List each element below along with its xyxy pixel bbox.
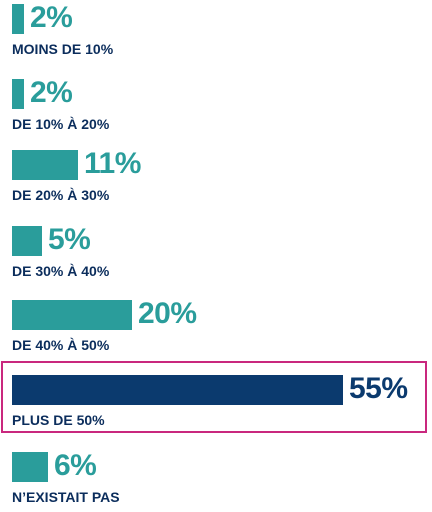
bar [12,4,24,34]
bar-row: 6% N’EXISTAIT PAS [0,449,432,512]
value-label: 20% [138,297,197,330]
value-label: 2% [30,76,73,109]
bar [12,226,42,256]
category-label: DE 20% À 30% [12,187,110,203]
value-label: 6% [54,449,97,482]
bar [12,452,48,482]
category-label: PLUS DE 50% [12,412,105,428]
bar-row: 5% DE 30% À 40% [0,223,432,286]
bar-row: 11% DE 20% À 30% [0,147,432,210]
highlight-frame [1,361,427,433]
value-label: 11% [84,147,141,180]
bar [12,375,343,405]
bar [12,79,24,109]
bar [12,150,78,180]
bar-row: 20% DE 40% À 50% [0,297,432,360]
value-label: 2% [30,1,73,34]
bar-row: 2% MOINS DE 10% [0,1,432,64]
category-label: N’EXISTAIT PAS [12,489,120,505]
bar [12,300,132,330]
value-label: 55% [349,372,408,405]
category-label: MOINS DE 10% [12,41,114,57]
value-label: 5% [48,223,91,256]
bar-row: 55% PLUS DE 50% [0,372,432,435]
category-label: DE 40% À 50% [12,337,110,353]
bar-row: 2% DE 10% À 20% [0,76,432,139]
category-label: DE 10% À 20% [12,116,110,132]
category-label: DE 30% À 40% [12,263,110,279]
